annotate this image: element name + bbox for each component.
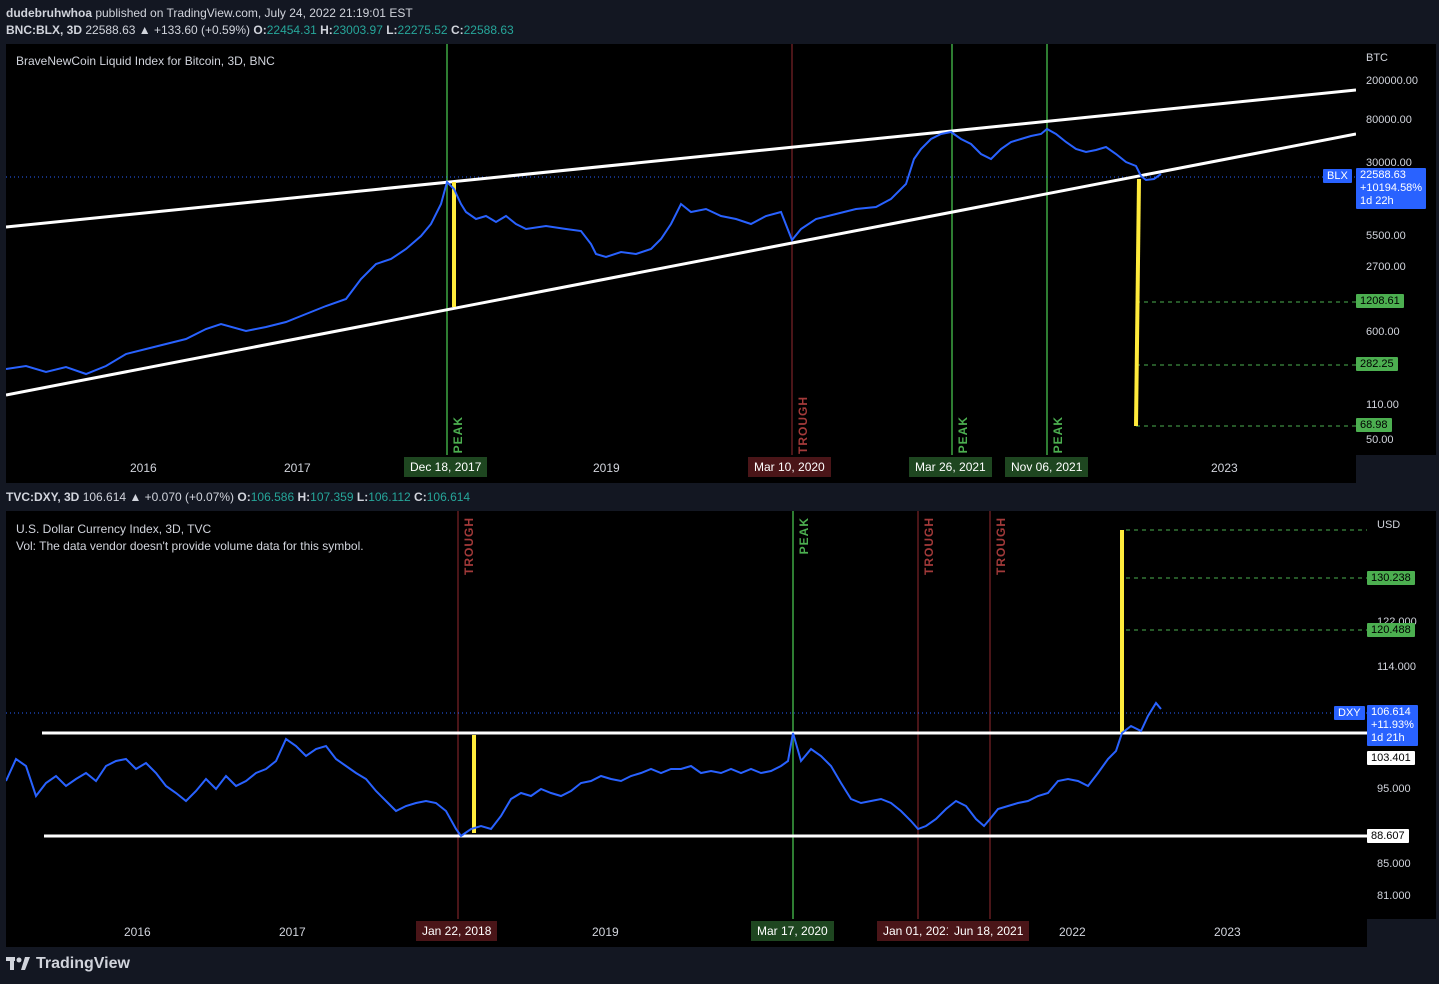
date-tag: Mar 26, 2021 — [909, 457, 992, 477]
price-label: 30000.00 — [1366, 157, 1412, 169]
time-label: 2019 — [592, 925, 619, 939]
last-price: 106.614 — [1371, 706, 1411, 718]
level-tag: 130.238 — [1367, 571, 1415, 585]
price-label: 2700.00 — [1366, 261, 1406, 273]
lower-trendline[interactable] — [6, 132, 1356, 397]
peak-marker: PEAK — [956, 416, 970, 454]
time-label: 2017 — [279, 925, 306, 939]
trough-marker: TROUGH — [994, 517, 1008, 575]
bottom-close: 106.614 — [426, 490, 471, 504]
top-symbol-legend: BNC:BLX, 3D 22588.63 ▲ +133.60 (+0.59%) … — [6, 23, 514, 37]
bottom-symbol[interactable]: TVC:DXY, 3D — [6, 490, 80, 504]
top-pane-title: BraveNewCoin Liquid Index for Bitcoin, 3… — [16, 54, 275, 68]
date-tag: Jan 01, 2021 — [877, 921, 959, 941]
dxy-price-series — [6, 701, 1162, 838]
brand-name: TradingView — [36, 955, 130, 972]
tradingview-logo[interactable]: TradingView — [6, 955, 130, 973]
tradingview-logo-icon — [6, 957, 30, 970]
publish-info: dudebruhwhoa published on TradingView.co… — [6, 6, 413, 20]
time-label: 2016 — [124, 925, 151, 939]
trough-marker: TROUGH — [796, 396, 810, 454]
date-tag: Jun 18, 2021 — [948, 921, 1030, 941]
line-price-tag: 103.401 — [1367, 751, 1415, 765]
bottom-low: 106.112 — [368, 490, 411, 504]
bar-countdown: 1d 22h — [1360, 195, 1394, 207]
bottom-open: 106.586 — [250, 490, 295, 504]
top-change: ▲ +133.60 (+0.59%) — [138, 23, 251, 37]
btc-price-series — [6, 127, 1162, 376]
date-tag: Mar 17, 2020 — [751, 921, 834, 941]
trough-marker: TROUGH — [922, 517, 936, 575]
author-name[interactable]: dudebruhwhoa — [6, 6, 92, 20]
top-close: 22588.63 — [463, 23, 514, 37]
level-tag: 1208.61 — [1356, 294, 1404, 308]
top-price-axis[interactable]: BTC 200000.00 80000.00 30000.00 5500.00 … — [1356, 44, 1436, 455]
bottom-time-axis[interactable]: 2016 2017 2019 2022 2023 Jan 22, 2018 Ma… — [6, 919, 1367, 947]
time-label: 2023 — [1211, 461, 1238, 475]
price-label: 110.00 — [1366, 399, 1399, 411]
publish-text: published on TradingView.com, July 24, 2… — [92, 6, 413, 20]
top-chart-svg — [6, 44, 1356, 455]
bottom-pane-title: U.S. Dollar Currency Index, 3D, TVC — [16, 522, 212, 536]
upper-trendline[interactable] — [6, 88, 1356, 229]
symbol-tag: BLX — [1323, 169, 1352, 183]
bar-countdown: 1d 21h — [1371, 732, 1405, 744]
measure-line[interactable] — [1134, 178, 1141, 427]
date-tag: Nov 06, 2021 — [1005, 457, 1089, 477]
last-pct: +11.93% — [1371, 719, 1414, 731]
top-time-axis[interactable]: 2016 2017 2019 2023 Dec 18, 2017 Mar 10,… — [6, 455, 1356, 483]
bottom-last: 106.614 — [82, 490, 127, 504]
peak-marker: PEAK — [451, 416, 465, 454]
price-label: 80000.00 — [1366, 114, 1412, 126]
currency-label: USD — [1377, 519, 1401, 531]
trough-marker: TROUGH — [462, 517, 476, 575]
last-price: 22588.63 — [1360, 169, 1406, 181]
currency-label: BTC — [1366, 52, 1388, 64]
top-high: 23003.97 — [332, 23, 383, 37]
last-pct: +10194.58% — [1360, 182, 1423, 194]
volume-note: Vol: The data vendor doesn't provide vol… — [16, 539, 364, 553]
date-tag: Jan 22, 2018 — [416, 921, 498, 941]
bottom-chart-pane[interactable]: U.S. Dollar Currency Index, 3D, TVC Vol:… — [6, 511, 1367, 919]
price-label: 200000.00 — [1366, 75, 1418, 87]
level-tag: 282.25 — [1356, 357, 1398, 371]
level-tag: 68.98 — [1356, 418, 1392, 432]
price-label: 600.00 — [1366, 326, 1400, 338]
time-label: 2022 — [1059, 925, 1086, 939]
price-label: 50.00 — [1366, 434, 1394, 446]
time-label: 2023 — [1214, 925, 1241, 939]
peak-marker: PEAK — [797, 517, 811, 555]
top-last: 22588.63 — [85, 23, 136, 37]
bottom-change: ▲ +0.070 (+0.07%) — [129, 490, 235, 504]
price-label: 5500.00 — [1366, 230, 1406, 242]
last-price-tag: 22588.63 +10194.58% 1d 22h — [1356, 168, 1427, 209]
time-label: 2017 — [284, 461, 311, 475]
time-label: 2016 — [130, 461, 157, 475]
time-label: 2019 — [593, 461, 620, 475]
price-label: 81.000 — [1377, 890, 1411, 902]
top-symbol[interactable]: BNC:BLX, 3D — [6, 23, 83, 37]
level-tag: 120.488 — [1367, 623, 1415, 637]
peak-marker: PEAK — [1051, 416, 1065, 454]
symbol-tag: DXY — [1334, 706, 1365, 720]
line-price-tag: 88.607 — [1367, 829, 1409, 843]
price-label: 95.000 — [1377, 783, 1411, 795]
bottom-chart-svg — [6, 511, 1367, 919]
bottom-symbol-legend: TVC:DXY, 3D 106.614 ▲ +0.070 (+0.07%) O:… — [6, 490, 471, 504]
price-label: 85.000 — [1377, 858, 1411, 870]
top-open: 22454.31 — [266, 23, 317, 37]
date-tag: Dec 18, 2017 — [404, 457, 488, 477]
bottom-high: 107.359 — [310, 490, 354, 504]
top-low: 22275.52 — [397, 23, 448, 37]
price-label: 114.000 — [1377, 661, 1416, 673]
date-tag: Mar 10, 2020 — [748, 457, 831, 477]
top-chart-pane[interactable]: BraveNewCoin Liquid Index for Bitcoin, 3… — [6, 44, 1356, 455]
last-price-tag: 106.614 +11.93% 1d 21h — [1367, 705, 1418, 746]
